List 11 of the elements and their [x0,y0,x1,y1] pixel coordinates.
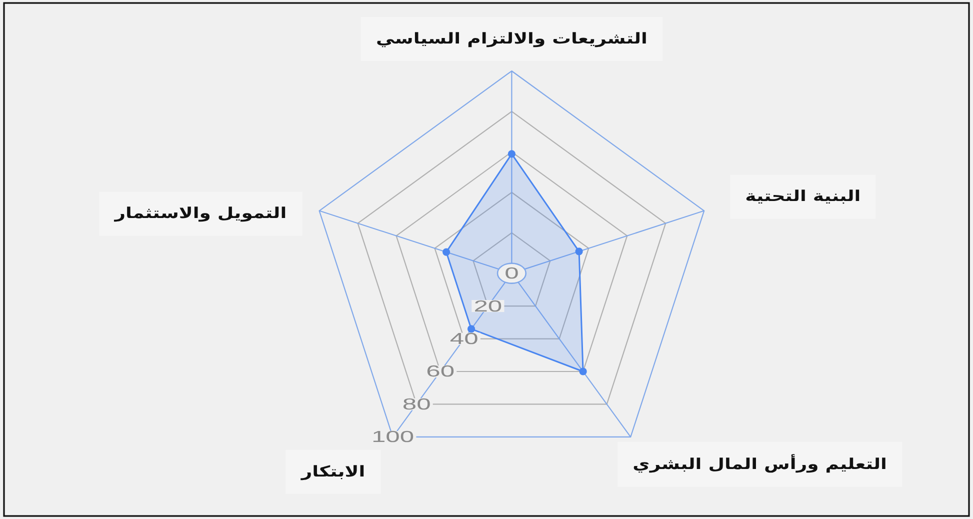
y-tick-label: 40 [450,330,479,348]
y-tick-label: 20 [474,297,502,316]
spoke-label: الابتكار [300,463,366,481]
spoke-label: التشريعات والالتزام السياسي [376,30,648,48]
y-tick-label: 0 [504,264,519,282]
spoke-label: البنية التحتية [745,188,861,206]
y-tick-label: 60 [426,362,455,380]
spoke-label: التمويل والاستثمار [114,204,287,223]
spoke-label: التعليم ورأس المال البشري [632,454,887,474]
y-tick-label: 100 [371,428,414,446]
y-tick-label: 80 [402,395,431,414]
